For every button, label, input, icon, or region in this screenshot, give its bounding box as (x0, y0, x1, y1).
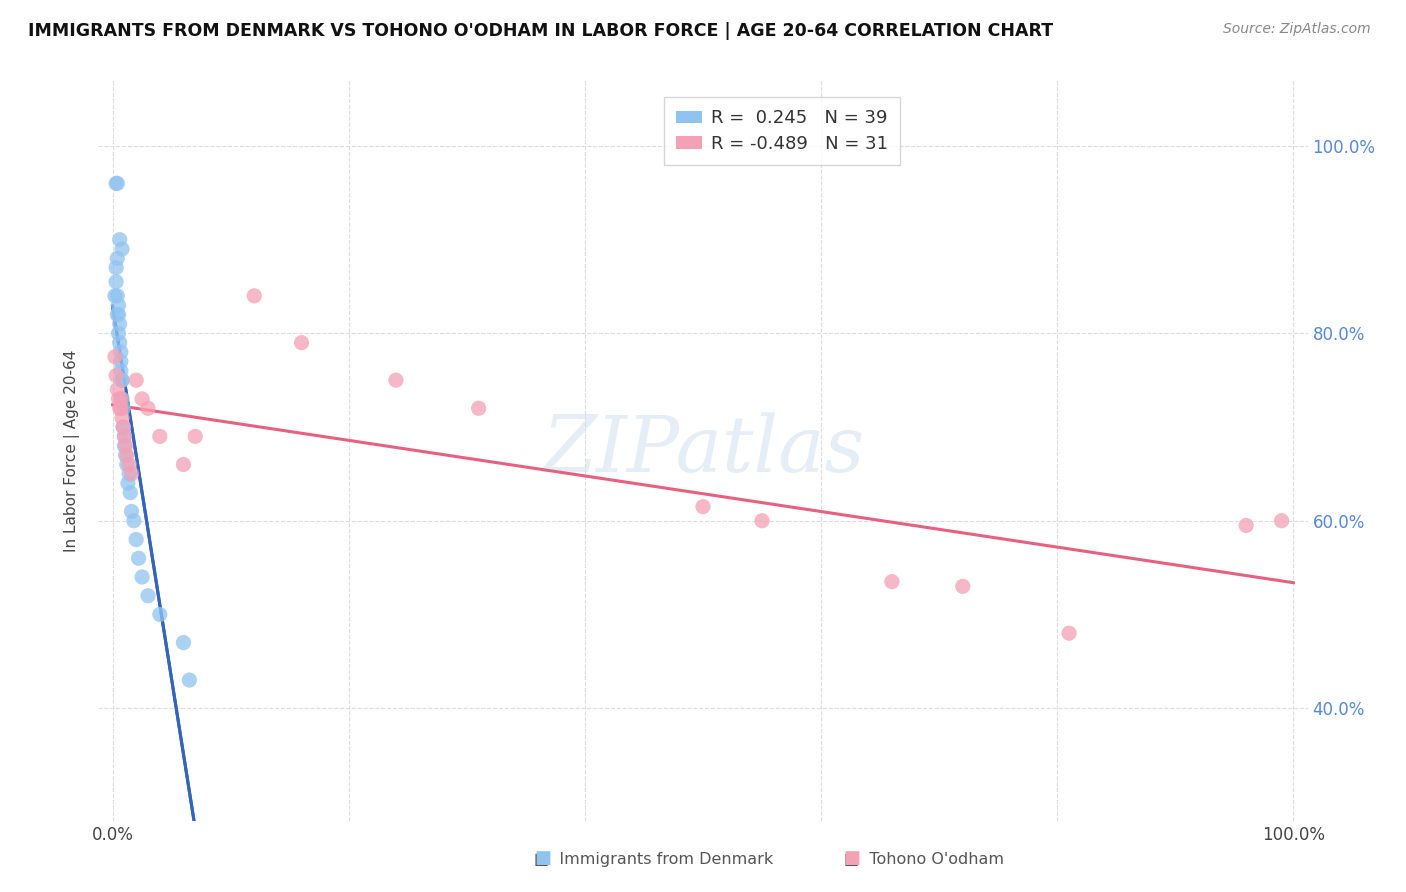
Point (105, 177, 128, 191)
Point (131, 392, 153, 406)
Point (118, 467, 141, 481)
Point (108, 317, 131, 331)
Point (112, 401, 135, 416)
Point (111, 392, 134, 406)
Point (114, 439, 136, 453)
Point (467, 401, 489, 416)
Text: ZIPatlas: ZIPatlas (541, 412, 865, 489)
Point (243, 289, 266, 303)
Legend: R =  0.245   N = 39, R = -0.489   N = 31: R = 0.245 N = 39, R = -0.489 N = 31 (664, 96, 900, 165)
Point (108, 335, 131, 350)
Y-axis label: In Labor Force | Age 20-64: In Labor Force | Age 20-64 (63, 350, 80, 551)
Point (107, 392, 129, 406)
Point (110, 392, 132, 406)
Point (110, 354, 132, 368)
Point (118, 458, 141, 472)
Point (105, 289, 128, 303)
Point (105, 177, 128, 191)
Point (108, 401, 131, 416)
Point (136, 401, 159, 416)
Point (112, 429, 135, 443)
Point (112, 420, 135, 434)
Point (105, 275, 128, 289)
Text: ■  Tohono O'odham: ■ Tohono O'odham (844, 852, 1004, 867)
Point (290, 335, 312, 350)
Point (125, 373, 148, 387)
Point (121, 467, 143, 481)
Text: ■  Immigrants from Denmark: ■ Immigrants from Denmark (534, 852, 773, 867)
Point (107, 326, 129, 341)
Point (172, 458, 194, 472)
Point (122, 514, 145, 528)
Text: Source: ZipAtlas.com: Source: ZipAtlas.com (1223, 22, 1371, 37)
Point (131, 570, 153, 584)
Point (692, 500, 714, 514)
Point (105, 308, 128, 322)
Point (179, 673, 201, 687)
Point (120, 485, 142, 500)
Point (111, 373, 134, 387)
Point (114, 448, 136, 462)
Point (107, 308, 129, 322)
Point (107, 298, 129, 312)
Point (952, 579, 974, 593)
Point (125, 533, 148, 547)
Point (111, 373, 134, 387)
Point (172, 635, 194, 649)
Point (149, 607, 172, 622)
Text: ■: ■ (844, 849, 860, 867)
Text: IMMIGRANTS FROM DENMARK VS TOHONO O'ODHAM IN LABOR FORCE | AGE 20-64 CORRELATION: IMMIGRANTS FROM DENMARK VS TOHONO O'ODHA… (28, 22, 1053, 40)
Point (108, 233, 131, 247)
Point (112, 420, 135, 434)
Point (1271, 514, 1294, 528)
Point (111, 242, 134, 256)
Point (121, 504, 143, 518)
Point (115, 448, 138, 462)
Point (105, 252, 128, 266)
Point (104, 350, 127, 364)
Point (184, 429, 207, 443)
Text: ■: ■ (534, 849, 551, 867)
Point (112, 439, 135, 453)
Point (105, 260, 128, 275)
Point (104, 289, 127, 303)
Point (1057, 626, 1080, 640)
Point (112, 429, 135, 443)
Point (385, 373, 408, 387)
Point (110, 364, 132, 378)
Point (105, 368, 128, 383)
Point (105, 383, 128, 397)
Point (115, 458, 138, 472)
Point (1234, 518, 1257, 533)
Point (880, 574, 903, 589)
Point (111, 410, 134, 425)
Point (110, 345, 132, 359)
Point (128, 551, 150, 566)
Point (751, 514, 773, 528)
Point (117, 476, 139, 491)
Point (136, 589, 159, 603)
Point (110, 401, 132, 416)
Point (149, 429, 172, 443)
